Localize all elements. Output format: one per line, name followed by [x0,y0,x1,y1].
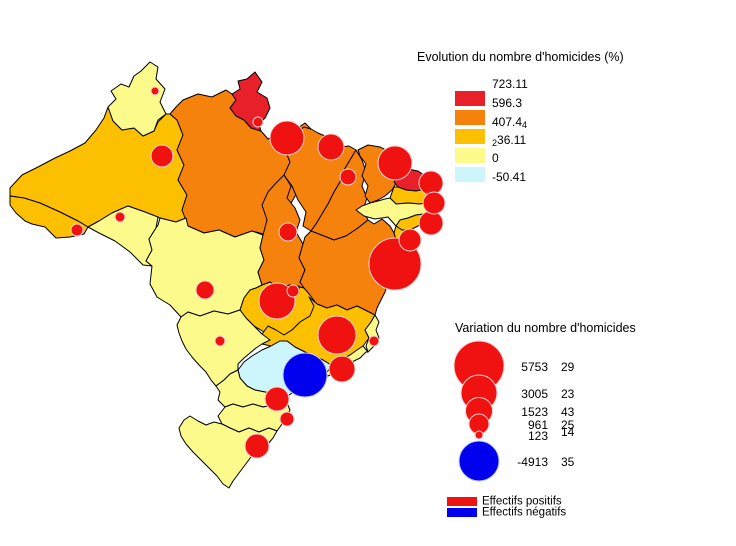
map-circle-DF [286,284,300,298]
map-circle-RS [244,433,270,459]
evolution-swatch-4 [455,148,485,163]
variation-value-label: -4913 [517,455,548,469]
evolution-swatch-2 [455,110,485,125]
map-circle-PI [339,168,357,186]
variation-legend-title: Variation du nombre d'homicides [455,320,636,335]
state-RR [107,61,167,137]
map-circle-RO [114,211,126,223]
map-circle-PR [264,386,290,412]
variation-value-label: 123 [527,429,548,443]
map-circle-SP [282,352,328,398]
effectifs-label-neg: Effectifs négatifs [482,505,567,518]
state-AC [9,195,89,239]
variation-count-label: 23 [561,387,575,401]
map-circle-MA [317,133,345,161]
state-MS [176,309,271,387]
map-circle-SC [279,411,295,427]
state-AP [229,71,271,132]
map-circle-TO [278,222,298,242]
map-circle-CE [377,145,413,181]
evolution-swatch-3 [455,129,485,144]
variation-legend-circles [453,340,505,482]
evolution-boundary-label: 596.3 [492,96,523,110]
variation-count-label: 35 [561,455,575,469]
variation-value-label: 961 [527,418,548,432]
evolution-boundary-label: 236.11 [492,133,527,148]
state-RS [178,415,278,489]
variation-value-label: 3005 [521,387,548,401]
evolution-boundary-label: 0 [492,151,499,165]
map-circle-PE [418,210,444,236]
effectifs-swatch-pos [447,497,477,506]
variation-value-label: 1523 [521,405,548,419]
map-circle-GO [258,282,296,320]
state-polygons [9,61,435,489]
evolution-legend-title: Evolution du nombre d'homicides (%) [417,49,624,64]
map-proportional-circles [70,86,446,459]
map-circle-PB [422,191,446,215]
map-circle-AL [398,228,422,252]
map-circle-MG [317,315,357,355]
variation-count-label: 29 [561,360,575,374]
evolution-swatch-1 [455,91,485,106]
evolution-boundary-label: 407.44 [492,115,528,130]
variation-legend-circle-6 [458,440,500,482]
map-circle-ES [368,335,380,347]
map-circle-MT [195,280,215,300]
evolution-boundary-label: -50.41 [492,170,527,184]
map-circle-RR [150,86,160,96]
effectifs-swatch-neg [447,508,477,517]
variation-legend-circle-5 [474,430,484,440]
state-BA [298,218,403,316]
variation-count-label: 14 [561,425,575,439]
map-circle-RN [418,170,444,196]
map-circle-PA [269,120,305,156]
effectifs-label-pos: Effectifs positifs [482,494,562,507]
map-circle-AC [70,223,84,237]
map-circle-RJ [328,355,356,383]
map-circle-MS [214,335,226,347]
evolution-boundary-label: 723.11 [492,77,528,91]
variation-count-label: 43 [561,405,575,419]
evolution-swatch-5 [455,167,485,182]
map-circle-AP [252,116,264,128]
map-circle-AM [150,144,174,168]
variation-value-label: 5753 [521,360,548,374]
variation-count-label: 25 [561,418,575,432]
